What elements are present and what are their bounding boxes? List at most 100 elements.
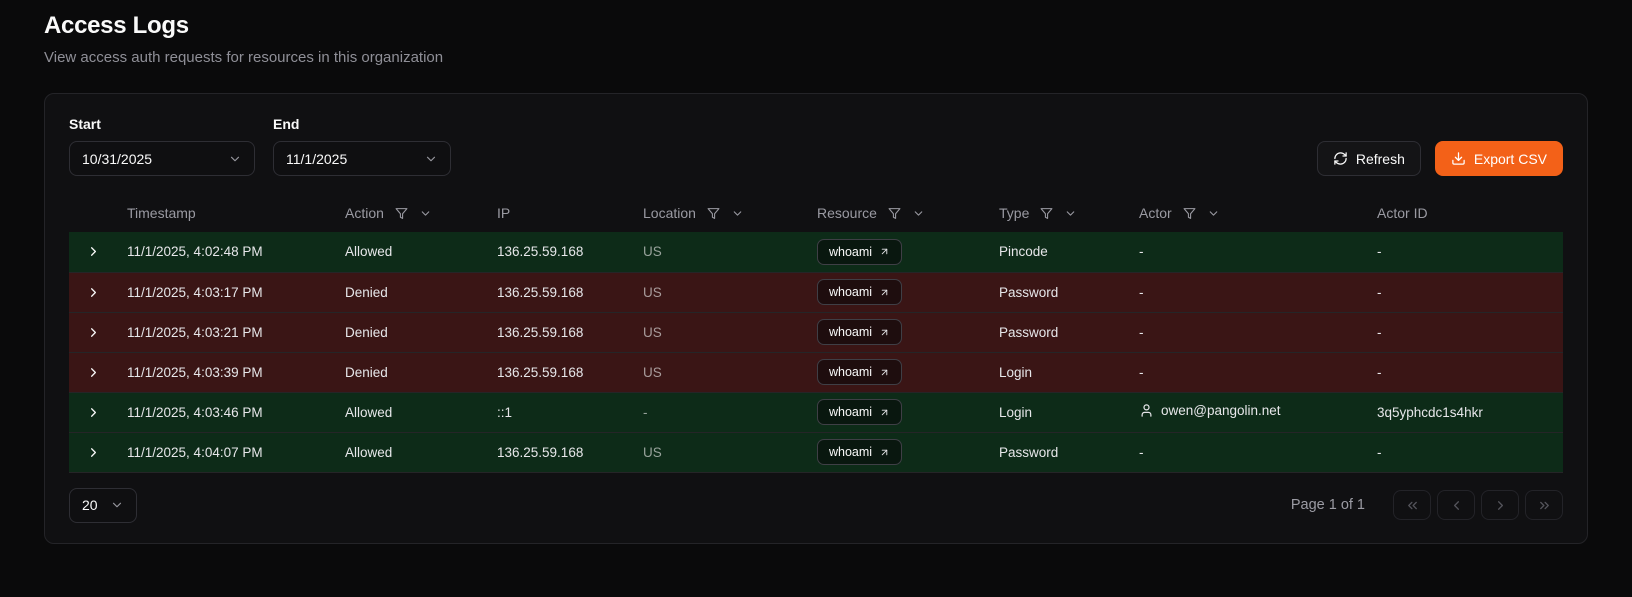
ip-cell: 136.25.59.168 (487, 352, 633, 393)
access-logs-table: Timestamp Action IP Location Resource Type Act… (69, 194, 1563, 473)
resource-link-badge[interactable]: whoami (817, 359, 903, 385)
filter-icon[interactable] (707, 207, 720, 220)
log-row[interactable]: 11/1/2025, 4:03:17 PM Denied 136.25.59.168… (69, 272, 1563, 313)
location-cell: US (633, 232, 807, 273)
first-page-button[interactable] (1393, 490, 1431, 520)
timestamp-cell: 11/1/2025, 4:03:46 PM (117, 392, 335, 433)
log-row[interactable]: 11/1/2025, 4:03:21 PM Denied 136.25.59.168… (69, 312, 1563, 353)
expand-row-button[interactable] (82, 240, 105, 263)
resource-cell: whoami (807, 272, 989, 313)
external-link-icon (879, 367, 890, 378)
expand-cell (69, 312, 117, 353)
column-label: Actor ID (1377, 205, 1428, 221)
export-csv-button[interactable]: Export CSV (1434, 141, 1563, 176)
start-date-select[interactable]: 10/31/2025 (69, 141, 255, 176)
download-icon (1451, 151, 1466, 166)
filter-icon[interactable] (395, 207, 408, 220)
column-label: Resource (817, 205, 877, 221)
ip-cell: 136.25.59.168 (487, 312, 633, 353)
next-page-button[interactable] (1481, 490, 1519, 520)
column-label: Actor (1139, 205, 1172, 221)
filter-icon[interactable] (1183, 207, 1196, 220)
external-link-icon (879, 246, 890, 257)
actor-name: owen@pangolin.net (1161, 403, 1281, 418)
chevron-right-icon (1493, 498, 1508, 513)
resource-link-badge[interactable]: whoami (817, 439, 903, 465)
chevrons-left-icon (1405, 498, 1420, 513)
end-date-select[interactable]: 11/1/2025 (273, 141, 451, 176)
resource-link-badge[interactable]: whoami (817, 279, 903, 305)
chevrons-right-icon (1537, 498, 1552, 513)
actor-id-cell: - (1367, 232, 1563, 273)
end-date-value: 11/1/2025 (286, 150, 348, 167)
chevron-down-icon[interactable] (1207, 207, 1220, 220)
resource-link-badge[interactable]: whoami (817, 319, 903, 345)
chevron-down-icon (228, 152, 242, 166)
resource-name: whoami (829, 325, 873, 339)
external-link-icon (879, 327, 890, 338)
page-info: Page 1 of 1 (1290, 497, 1365, 513)
log-row[interactable]: 11/1/2025, 4:03:46 PM Allowed::1- whoami Lo… (69, 392, 1563, 433)
actor-name: - (1139, 324, 1144, 340)
actor-id-cell: - (1367, 312, 1563, 353)
expand-row-button[interactable] (82, 281, 105, 304)
refresh-icon (1333, 151, 1348, 166)
user-icon (1139, 403, 1154, 418)
actor-cell: - (1129, 272, 1367, 313)
actor-id-cell: - (1367, 352, 1563, 393)
chevron-down-icon[interactable] (419, 207, 432, 220)
actor-name: - (1139, 444, 1144, 460)
end-date-field: End 11/1/2025 (273, 116, 451, 176)
actor-cell: - (1129, 312, 1367, 353)
expand-row-button[interactable] (82, 441, 105, 464)
resource-cell: whoami (807, 232, 989, 273)
log-row[interactable]: 11/1/2025, 4:02:48 PM Allowed 136.25.59.16… (69, 232, 1563, 273)
previous-page-button[interactable] (1437, 490, 1475, 520)
actor-cell: - (1129, 232, 1367, 273)
resource-cell: whoami (807, 392, 989, 433)
action-cell: Denied (335, 272, 487, 313)
timestamp-cell: 11/1/2025, 4:03:17 PM (117, 272, 335, 313)
chevron-down-icon[interactable] (912, 207, 925, 220)
refresh-button[interactable]: Refresh (1316, 141, 1421, 176)
page-size-select[interactable]: 20 (69, 487, 137, 523)
resource-link-badge[interactable]: whoami (817, 238, 903, 265)
expand-row-button[interactable] (82, 401, 105, 424)
log-row[interactable]: 11/1/2025, 4:03:39 PM Denied 136.25.59.168… (69, 352, 1563, 393)
access-logs-page: Access Logs View access auth requests fo… (44, 12, 1588, 544)
type-cell: Password (989, 312, 1129, 353)
resource-link-badge[interactable]: whoami (817, 399, 903, 425)
external-link-icon (879, 447, 890, 458)
last-page-button[interactable] (1525, 490, 1563, 520)
column-header-actor: Actor (1129, 194, 1367, 232)
column-header-action: Action (335, 194, 487, 232)
page-subtitle: View access auth requests for resources … (44, 49, 444, 66)
column-label: Timestamp (127, 205, 196, 221)
resource-name: whoami (829, 445, 873, 459)
column-header-ip: IP (487, 194, 633, 232)
expand-row-button[interactable] (82, 321, 105, 344)
ip-cell: 136.25.59.168 (487, 432, 633, 473)
location-cell: - (633, 392, 807, 433)
column-label: Location (643, 205, 696, 221)
location-cell: US (633, 432, 807, 473)
card-toolbar: Start 10/31/2025 End 11/1/2025 (69, 116, 1563, 176)
resource-cell: whoami (807, 432, 989, 473)
action-cell: Allowed (335, 392, 487, 433)
actor-name: - (1139, 244, 1144, 260)
timestamp-cell: 11/1/2025, 4:02:48 PM (117, 232, 335, 273)
start-date-label: Start (69, 116, 101, 132)
filter-icon[interactable] (888, 207, 901, 220)
chevron-down-icon[interactable] (1064, 207, 1077, 220)
resource-name: whoami (829, 365, 873, 379)
start-date-field: Start 10/31/2025 (69, 116, 255, 176)
start-date-value: 10/31/2025 (82, 150, 153, 167)
page-size-value: 20 (82, 497, 98, 513)
log-row[interactable]: 11/1/2025, 4:04:07 PM Allowed 136.25.59.16… (69, 432, 1563, 473)
expand-row-button[interactable] (82, 361, 105, 384)
end-date-label: End (273, 116, 300, 132)
action-cell: Denied (335, 352, 487, 393)
chevron-down-icon[interactable] (731, 207, 744, 220)
timestamp-cell: 11/1/2025, 4:04:07 PM (117, 432, 335, 473)
filter-icon[interactable] (1040, 207, 1053, 220)
